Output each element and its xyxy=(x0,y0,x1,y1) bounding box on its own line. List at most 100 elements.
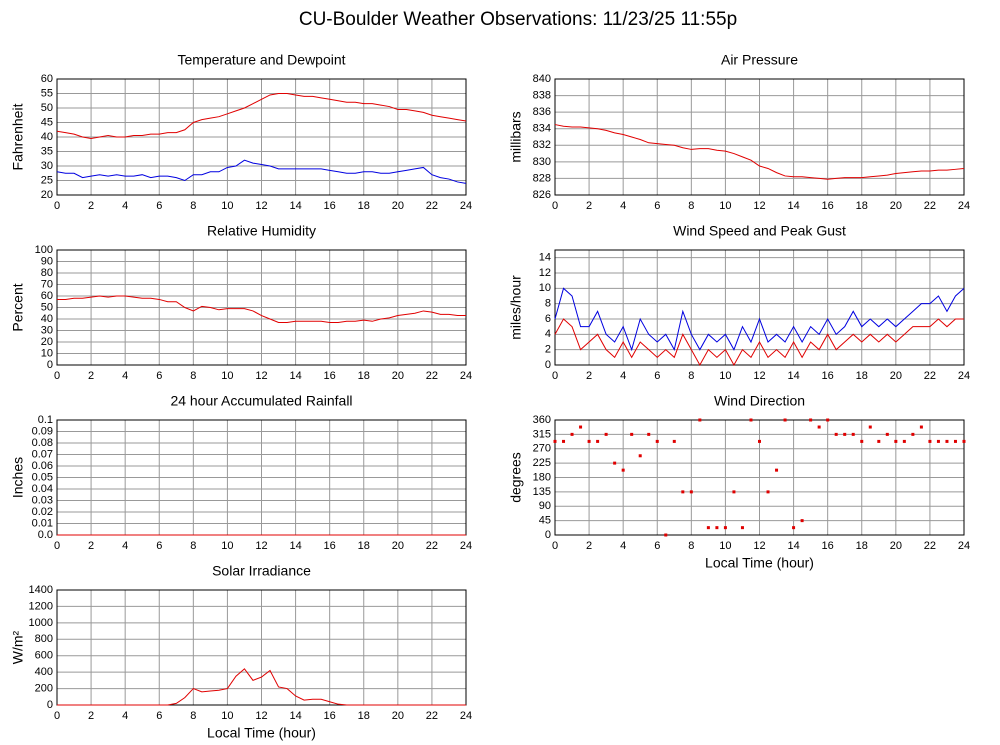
x-tick-label: 12 xyxy=(753,200,765,212)
x-tick-label: 0 xyxy=(54,540,60,552)
x-tick-label: 8 xyxy=(190,540,196,552)
y-tick-label: 832 xyxy=(533,139,551,151)
y-tick-label: 55 xyxy=(41,87,53,99)
data-point xyxy=(570,432,574,436)
y-tick-label: 60 xyxy=(41,290,53,302)
data-point xyxy=(902,439,906,443)
x-tick-label: 4 xyxy=(620,540,626,552)
y-tick-label: 25 xyxy=(41,174,53,186)
y-tick-label: 0.01 xyxy=(32,517,53,529)
y-tick-label: 45 xyxy=(41,116,53,128)
x-tick-label: 12 xyxy=(255,710,267,722)
y-tick-label: 360 xyxy=(533,414,551,426)
x-tick-label: 12 xyxy=(255,200,267,212)
plot-frame xyxy=(56,249,467,366)
data-point xyxy=(945,439,949,443)
x-tick-label: 4 xyxy=(122,540,128,552)
y-tick-label: 1400 xyxy=(29,584,53,596)
chart-title: Solar Irradiance xyxy=(212,563,311,579)
x-tick-label: 16 xyxy=(324,200,336,212)
x-tick-label: 16 xyxy=(822,200,834,212)
x-tick-label: 6 xyxy=(156,200,162,212)
data-line xyxy=(57,668,466,706)
y-tick-label: 315 xyxy=(533,428,551,440)
y-tick-label: 0.05 xyxy=(32,471,53,483)
y-tick-label: 70 xyxy=(41,278,53,290)
y-tick-label: 0.09 xyxy=(32,425,53,437)
x-tick-label: 16 xyxy=(324,370,336,382)
y-tick-label: 0.07 xyxy=(32,448,53,460)
x-tick-label: 2 xyxy=(88,710,94,722)
x-tick-label: 0 xyxy=(54,370,60,382)
y-tick-label: 0 xyxy=(545,529,551,541)
y-tick-label: 4 xyxy=(545,328,551,340)
y-tick-label: 8 xyxy=(545,298,551,310)
data-point xyxy=(936,439,940,443)
x-tick-label: 22 xyxy=(426,710,438,722)
y-tick-label: 0 xyxy=(545,359,551,371)
x-tick-label: 4 xyxy=(122,200,128,212)
y-tick-label: 0 xyxy=(47,699,53,711)
x-tick-label: 10 xyxy=(221,540,233,552)
data-point xyxy=(638,454,642,458)
data-point xyxy=(672,439,676,443)
x-tick-label: 24 xyxy=(958,200,970,212)
data-point xyxy=(604,432,608,436)
x-tick-label: 6 xyxy=(654,540,660,552)
x-tick-label: 6 xyxy=(654,370,660,382)
data-point xyxy=(732,490,736,494)
x-tick-label: 18 xyxy=(358,710,370,722)
data-line xyxy=(56,93,467,139)
x-tick-label: 10 xyxy=(221,370,233,382)
y-tick-label: 225 xyxy=(533,457,551,469)
x-tick-label: 8 xyxy=(190,710,196,722)
x-tick-label: 16 xyxy=(324,540,336,552)
x-tick-label: 20 xyxy=(392,200,404,212)
x-tick-label: 12 xyxy=(753,370,765,382)
data-point xyxy=(579,425,583,429)
y-tick-label: 200 xyxy=(35,682,53,694)
y-tick-label: 0.02 xyxy=(32,506,53,518)
x-tick-label: 14 xyxy=(289,540,301,552)
x-tick-label: 8 xyxy=(688,200,694,212)
data-point xyxy=(553,439,557,443)
x-tick-label: 24 xyxy=(460,710,472,722)
y-tick-label: 60 xyxy=(41,73,53,85)
data-point xyxy=(698,418,702,422)
x-tick-label: 10 xyxy=(719,200,731,212)
data-point xyxy=(749,418,753,422)
x-tick-label: 14 xyxy=(289,370,301,382)
y-axis-label: Percent xyxy=(10,283,26,331)
data-point xyxy=(868,425,872,429)
y-tick-label: 80 xyxy=(41,267,53,279)
data-point xyxy=(962,439,966,443)
data-point xyxy=(740,526,744,530)
x-tick-label: 20 xyxy=(890,370,902,382)
x-tick-label: 20 xyxy=(392,540,404,552)
y-tick-label: 6 xyxy=(545,313,551,325)
y-tick-label: 0.03 xyxy=(32,494,53,506)
x-tick-label: 18 xyxy=(856,200,868,212)
data-line xyxy=(57,295,466,323)
x-tick-label: 6 xyxy=(156,370,162,382)
data-point xyxy=(851,432,855,436)
plot-frame xyxy=(554,78,965,196)
y-tick-label: 1200 xyxy=(29,600,53,612)
y-tick-label: 20 xyxy=(41,336,53,348)
y-tick-label: 40 xyxy=(41,313,53,325)
x-tick-label: 20 xyxy=(392,370,404,382)
x-tick-label: 8 xyxy=(688,370,694,382)
data-point xyxy=(621,468,625,472)
y-tick-label: 35 xyxy=(41,145,53,157)
x-tick-label: 6 xyxy=(156,540,162,552)
chart-title: Wind Speed and Peak Gust xyxy=(673,223,846,239)
y-tick-label: 100 xyxy=(35,244,53,256)
data-point xyxy=(715,526,719,530)
x-tick-label: 10 xyxy=(221,200,233,212)
data-point xyxy=(596,439,600,443)
y-tick-label: 20 xyxy=(41,189,53,201)
x-tick-label: 18 xyxy=(856,370,868,382)
data-point xyxy=(826,418,830,422)
x-tick-label: 24 xyxy=(460,370,472,382)
